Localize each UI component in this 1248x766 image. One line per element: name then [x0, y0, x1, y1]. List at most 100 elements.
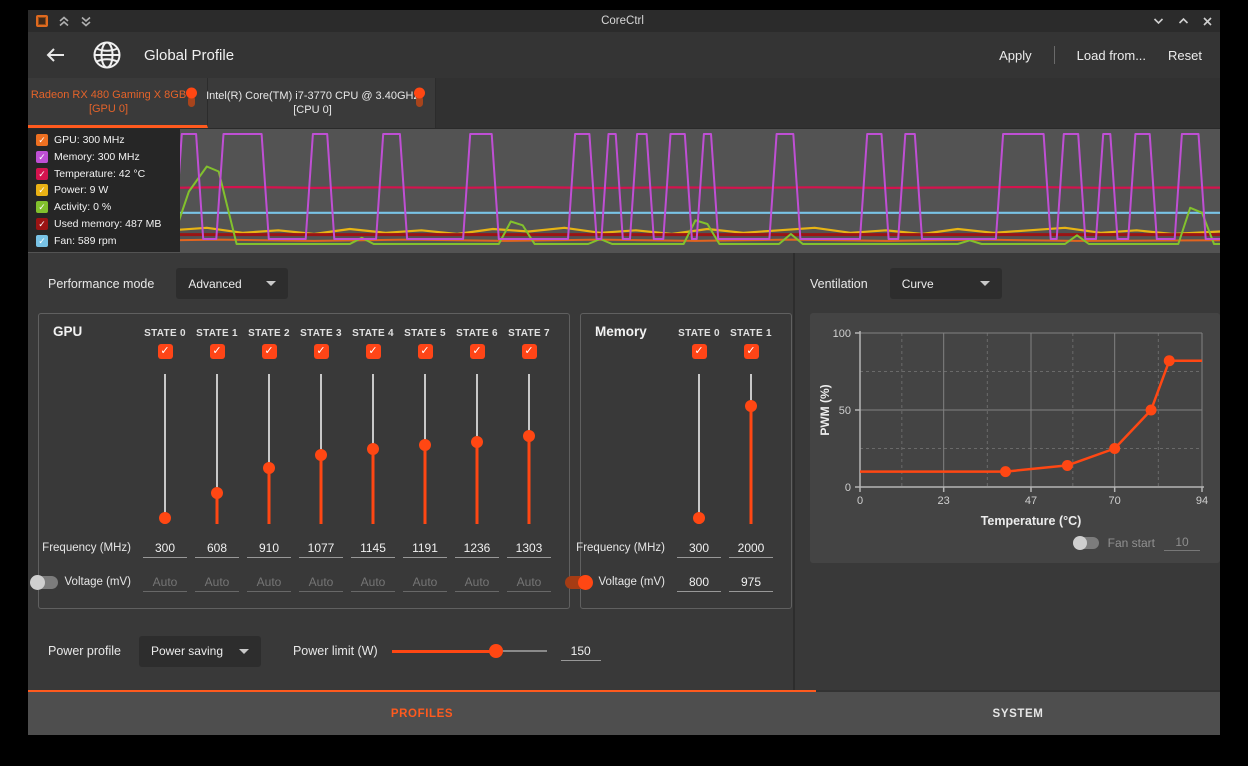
state-checkbox[interactable]: ✓	[366, 344, 381, 359]
state-frequency-slider[interactable]	[419, 374, 431, 524]
frequency-input[interactable]	[403, 539, 447, 558]
voltage-input[interactable]	[351, 573, 395, 592]
fan-curve-chart[interactable]: 023477094050100Temperature (°C)PWM (%)	[816, 321, 1214, 533]
state-frequency-slider[interactable]	[471, 374, 483, 524]
state-checkbox[interactable]: ✓	[470, 344, 485, 359]
legend-checkbox[interactable]: ✓	[36, 201, 48, 213]
state-checkbox[interactable]: ✓	[314, 344, 329, 359]
legend-checkbox[interactable]: ✓	[36, 151, 48, 163]
legend-item[interactable]: ✓Power: 9 W	[36, 184, 172, 196]
fan-curve-point[interactable]	[1146, 405, 1157, 416]
pin-icon[interactable]	[185, 87, 198, 114]
voltage-toggle[interactable]	[31, 576, 58, 589]
ventilation-mode-dropdown[interactable]: Curve	[890, 268, 1002, 299]
state-checkbox[interactable]: ✓	[418, 344, 433, 359]
state-name: STATE 2	[248, 324, 290, 344]
voltage-input[interactable]	[729, 573, 773, 592]
frequency-input[interactable]	[507, 539, 551, 558]
state-checkbox[interactable]: ✓	[262, 344, 277, 359]
voltage-toggle[interactable]	[565, 576, 592, 589]
state-checkbox[interactable]: ✓	[210, 344, 225, 359]
legend-item[interactable]: ✓Fan: 589 rpm	[36, 235, 172, 247]
legend-checkbox[interactable]: ✓	[36, 168, 48, 180]
frequency-input[interactable]	[143, 539, 187, 558]
maximize-icon[interactable]	[1178, 17, 1189, 25]
fan-curve-point[interactable]	[1000, 466, 1011, 477]
slider-handle[interactable]	[523, 430, 535, 442]
fan-curve-point[interactable]	[1109, 443, 1120, 454]
state-frequency-slider[interactable]	[159, 374, 171, 524]
legend-item[interactable]: ✓Activity: 0 %	[36, 201, 172, 213]
slider-handle[interactable]	[367, 443, 379, 455]
slider-handle[interactable]	[263, 462, 275, 474]
window-title: CoreCtrl	[92, 15, 1153, 27]
voltage-input[interactable]	[195, 573, 239, 592]
load-from-button[interactable]: Load from...	[1077, 48, 1146, 63]
power-profile-dropdown[interactable]: Power saving	[139, 636, 261, 667]
x-tick-label: 94	[1196, 495, 1208, 507]
fan-start-toggle[interactable]	[1074, 537, 1099, 549]
shade-down-icon[interactable]	[80, 16, 92, 27]
legend-checkbox[interactable]: ✓	[36, 218, 48, 230]
state-frequency-slider[interactable]	[367, 374, 379, 524]
state-frequency-slider[interactable]	[745, 374, 757, 524]
voltage-input[interactable]	[677, 573, 721, 592]
groupbox-label-column: GPUFrequency (MHz)Voltage (mV)	[53, 324, 139, 598]
device-tab-cpu[interactable]: Intel(R) Core(TM) i7-3770 CPU @ 3.40GHz[…	[208, 78, 436, 128]
legend-checkbox[interactable]: ✓	[36, 134, 48, 146]
legend-item[interactable]: ✓Used memory: 487 MB	[36, 218, 172, 230]
frequency-input[interactable]	[677, 539, 721, 558]
fan-start-input[interactable]	[1164, 534, 1200, 551]
slider-handle[interactable]	[211, 487, 223, 499]
voltage-input[interactable]	[507, 573, 551, 592]
voltage-input[interactable]	[403, 573, 447, 592]
device-tab-gpu[interactable]: Radeon RX 480 Gaming X 8GB[GPU 0]	[28, 78, 208, 128]
slider-handle[interactable]	[315, 449, 327, 461]
state-checkbox[interactable]: ✓	[158, 344, 173, 359]
fan-curve-point[interactable]	[1164, 355, 1175, 366]
performance-mode-dropdown[interactable]: Advanced	[176, 268, 288, 299]
slider-handle[interactable]	[471, 436, 483, 448]
reset-button[interactable]: Reset	[1168, 48, 1202, 63]
frequency-input[interactable]	[351, 539, 395, 558]
frequency-input[interactable]	[455, 539, 499, 558]
state-checkbox[interactable]: ✓	[744, 344, 759, 359]
legend-item[interactable]: ✓Temperature: 42 °C	[36, 168, 172, 180]
voltage-input[interactable]	[247, 573, 291, 592]
voltage-input[interactable]	[299, 573, 343, 592]
slider-handle[interactable]	[159, 512, 171, 524]
state-checkbox[interactable]: ✓	[522, 344, 537, 359]
apply-button[interactable]: Apply	[999, 48, 1032, 63]
pin-icon[interactable]	[413, 87, 426, 114]
bottom-tab-system[interactable]: SYSTEM	[816, 692, 1220, 735]
legend-checkbox[interactable]: ✓	[36, 235, 48, 247]
shade-up-icon[interactable]	[58, 16, 70, 27]
minimize-icon[interactable]	[1153, 17, 1164, 25]
frequency-input[interactable]	[299, 539, 343, 558]
slider-handle[interactable]	[489, 644, 503, 658]
frequency-input[interactable]	[729, 539, 773, 558]
slider-handle[interactable]	[745, 400, 757, 412]
legend-checkbox[interactable]: ✓	[36, 184, 48, 196]
legend-item[interactable]: ✓Memory: 300 MHz	[36, 151, 172, 163]
state-frequency-slider[interactable]	[523, 374, 535, 524]
frequency-input[interactable]	[195, 539, 239, 558]
frequency-input[interactable]	[247, 539, 291, 558]
device-tab-title: Radeon RX 480 Gaming X 8GB	[31, 88, 186, 102]
state-checkbox[interactable]: ✓	[692, 344, 707, 359]
state-frequency-slider[interactable]	[693, 374, 705, 524]
slider-handle[interactable]	[693, 512, 705, 524]
bottom-tab-profiles[interactable]: PROFILES	[28, 692, 816, 735]
power-limit-input[interactable]	[561, 642, 601, 661]
state-frequency-slider[interactable]	[211, 374, 223, 524]
fan-curve-point[interactable]	[1062, 460, 1073, 471]
slider-handle[interactable]	[419, 439, 431, 451]
power-limit-slider[interactable]	[392, 644, 547, 658]
voltage-input[interactable]	[143, 573, 187, 592]
close-icon[interactable]	[1203, 17, 1212, 26]
back-button[interactable]	[46, 47, 66, 63]
voltage-input[interactable]	[455, 573, 499, 592]
state-frequency-slider[interactable]	[263, 374, 275, 524]
state-frequency-slider[interactable]	[315, 374, 327, 524]
legend-item[interactable]: ✓GPU: 300 MHz	[36, 134, 172, 146]
